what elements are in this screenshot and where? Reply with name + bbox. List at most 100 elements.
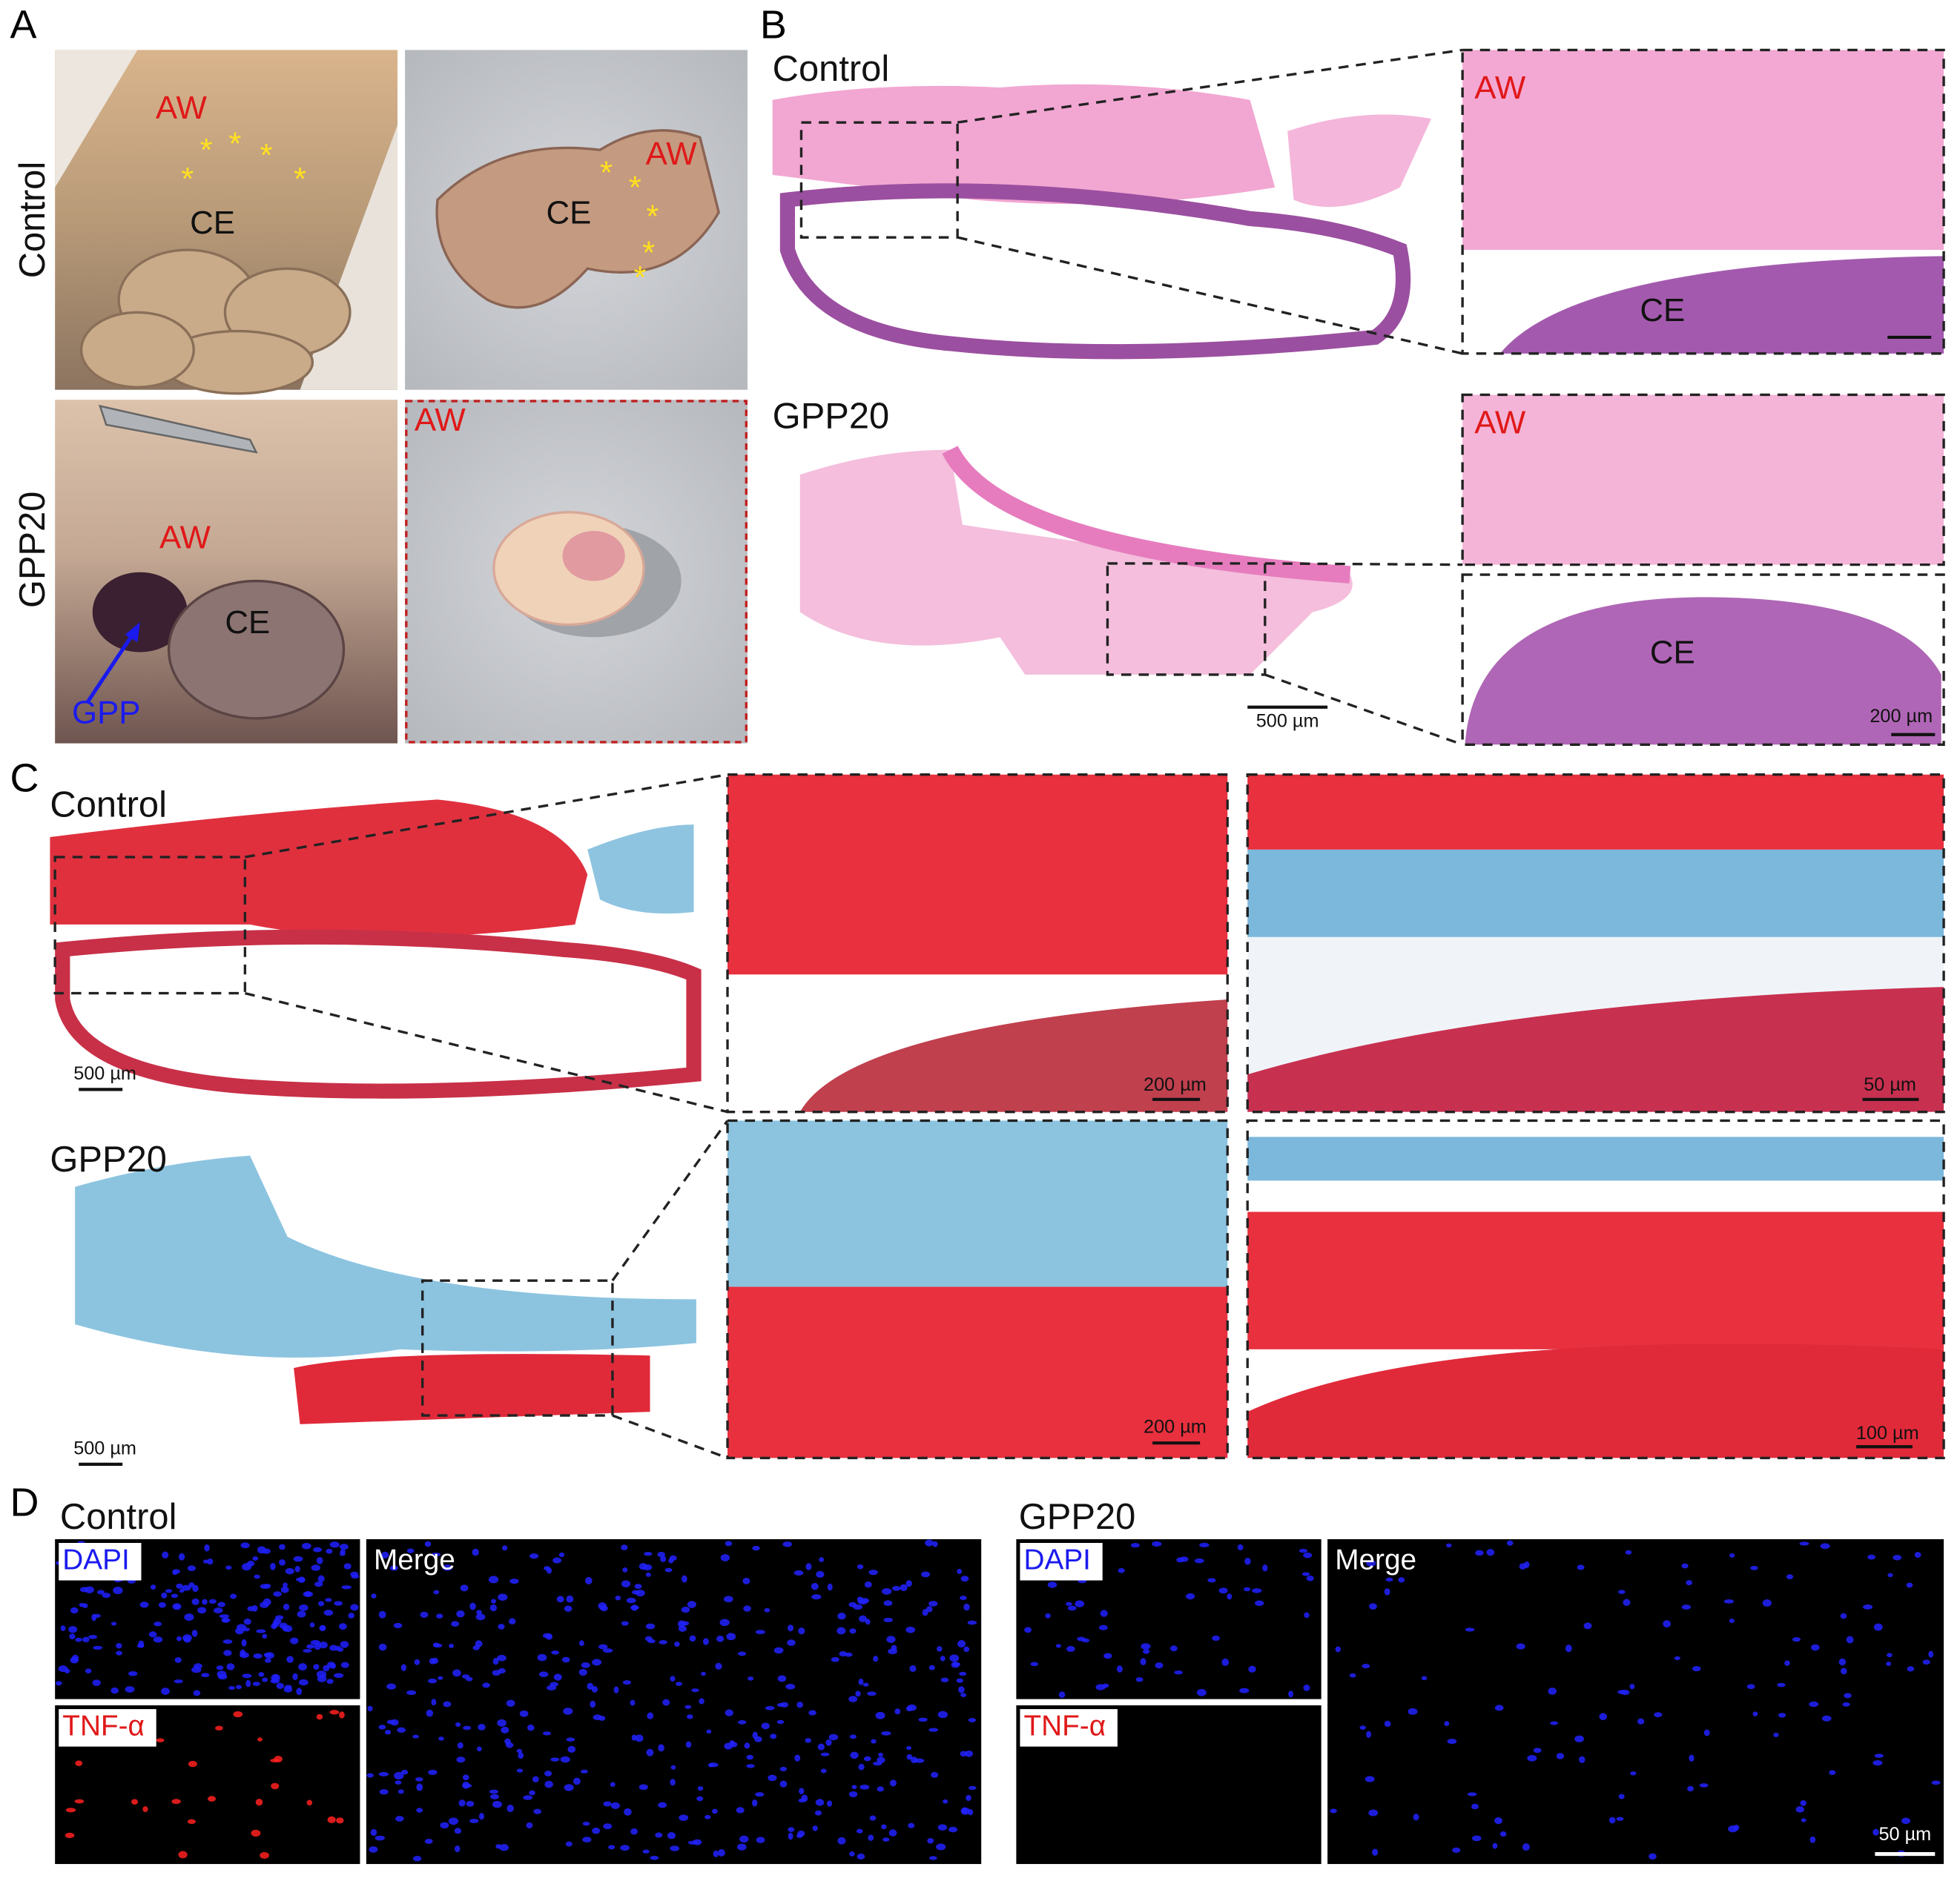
- nucleus: [243, 1618, 251, 1625]
- nucleus: [782, 1541, 792, 1547]
- nucleus: [865, 1619, 871, 1625]
- nucleus: [138, 1640, 145, 1648]
- nucleus: [197, 1607, 207, 1614]
- nucleus: [1801, 1818, 1806, 1822]
- nucleus: [624, 1808, 632, 1816]
- inset: [1462, 394, 1944, 565]
- nucleus: [191, 1598, 199, 1605]
- nucleus: [265, 1658, 271, 1663]
- nucleus: [516, 1768, 524, 1773]
- nucleus: [258, 1672, 265, 1677]
- nucleus: [65, 1808, 76, 1813]
- nucleus: [440, 1822, 449, 1829]
- nucleus: [395, 1816, 404, 1822]
- nucleus: [1384, 1588, 1390, 1596]
- nucleus: [174, 1657, 182, 1663]
- asterisk-group: ** * ** * ****: [181, 126, 659, 296]
- nucleus: [245, 1679, 251, 1688]
- nucleus: [156, 1738, 165, 1742]
- nucleus: [927, 1838, 934, 1844]
- nucleus: [252, 1556, 259, 1561]
- nucleus: [837, 1837, 846, 1845]
- nucleus: [905, 1580, 912, 1587]
- nucleus: [1301, 1572, 1310, 1576]
- channel-label: DAPI: [62, 1544, 129, 1576]
- nucleus: [395, 1780, 402, 1785]
- nucleus: [969, 1785, 977, 1790]
- nucleus: [1244, 1557, 1251, 1565]
- nucleus: [563, 1708, 573, 1715]
- nucleus: [492, 1800, 503, 1808]
- nucleus: [1681, 1563, 1689, 1569]
- zoom-line: [1264, 673, 1463, 746]
- nucleus: [260, 1851, 269, 1860]
- nucleus: [339, 1544, 349, 1550]
- nucleus: [491, 1599, 497, 1604]
- nucleus: [748, 1676, 754, 1681]
- zoom-box: [799, 121, 959, 239]
- nucleus: [1398, 1577, 1405, 1583]
- nucleus: [1237, 1544, 1244, 1551]
- nucleus: [93, 1645, 103, 1650]
- nucleus: [1838, 1658, 1847, 1666]
- nucleus: [857, 1853, 865, 1860]
- nucleus: [537, 1653, 547, 1662]
- asterisk: *: [294, 161, 306, 197]
- photo-label: AW: [646, 136, 698, 172]
- nucleus: [743, 1605, 751, 1612]
- nucleus: [378, 1643, 387, 1651]
- nucleus: [1494, 1705, 1504, 1711]
- nucleus: [1421, 1676, 1428, 1681]
- nucleus: [888, 1829, 897, 1837]
- nucleus: [415, 1776, 423, 1782]
- nucleus: [615, 1596, 621, 1601]
- nucleus: [174, 1679, 183, 1684]
- nucleus: [519, 1710, 529, 1717]
- nucleus: [79, 1587, 88, 1593]
- scale-bar-label: 500 µm: [1256, 711, 1319, 732]
- nucleus: [448, 1817, 459, 1825]
- nucleus: [65, 1832, 75, 1839]
- nucleus: [705, 1814, 711, 1819]
- nucleus: [582, 1837, 592, 1843]
- nucleus: [723, 1596, 733, 1603]
- nucleus: [340, 1641, 349, 1648]
- panel-label: A: [10, 2, 36, 47]
- group-title: GPP20: [1019, 1497, 1136, 1537]
- nucleus: [849, 1734, 857, 1739]
- nucleus: [848, 1696, 858, 1702]
- asterisk: *: [228, 126, 241, 162]
- channel-label-bg: [59, 1709, 156, 1747]
- nucleus: [397, 1727, 406, 1733]
- nucleus: [262, 1633, 268, 1639]
- nucleus: [1447, 1739, 1457, 1745]
- nucleus: [1196, 1688, 1207, 1696]
- nucleus: [202, 1599, 208, 1605]
- nucleus: [1792, 1637, 1801, 1642]
- nucleus: [241, 1639, 247, 1647]
- nucleus: [1516, 1643, 1525, 1650]
- photo-label: AW: [156, 90, 208, 126]
- nucleus: [561, 1656, 570, 1663]
- nucleus: [476, 1610, 482, 1616]
- nucleus: [544, 1771, 552, 1776]
- nucleus: [482, 1682, 490, 1688]
- nucleus: [855, 1690, 861, 1697]
- nucleus: [1472, 1835, 1482, 1842]
- mucosa: [55, 929, 702, 1099]
- intestine: [167, 579, 346, 720]
- nucleus: [785, 1683, 796, 1690]
- nucleus: [58, 1665, 68, 1673]
- nucleus: [125, 1686, 135, 1693]
- nucleus: [811, 1582, 819, 1590]
- channel-label: DAPI: [1023, 1544, 1090, 1576]
- nucleus: [348, 1613, 354, 1619]
- nucleus: [1692, 1666, 1701, 1672]
- nucleus: [931, 1771, 939, 1778]
- nucleus: [113, 1587, 123, 1595]
- nucleus: [191, 1630, 198, 1637]
- nucleus: [370, 1828, 377, 1837]
- inset-label: CE: [1650, 635, 1695, 671]
- cyst: [92, 572, 188, 652]
- nucleus: [744, 1742, 750, 1749]
